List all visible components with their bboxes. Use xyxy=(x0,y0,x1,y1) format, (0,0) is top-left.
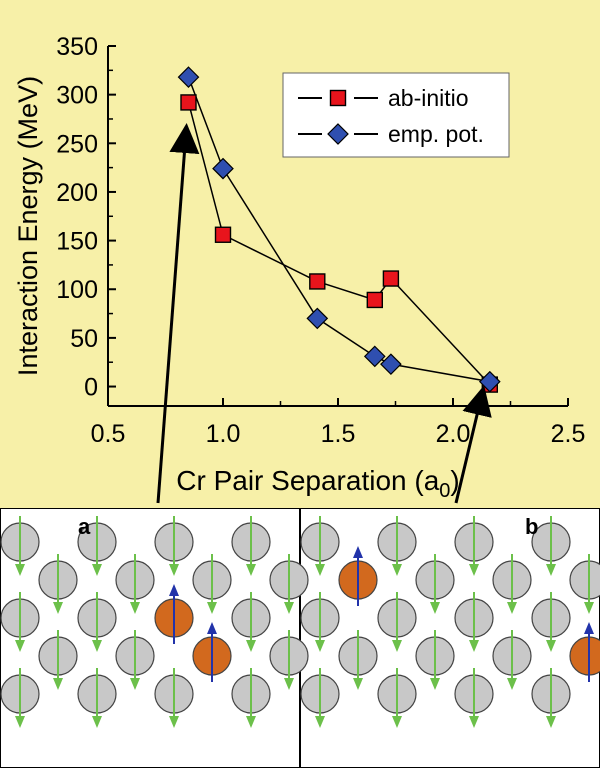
spin-down-arrowhead xyxy=(507,602,517,614)
spin-down-arrowhead xyxy=(315,640,325,652)
spin-down-arrowhead xyxy=(353,678,363,690)
spin-down-arrowhead xyxy=(430,602,440,614)
spin-down-arrowhead xyxy=(584,602,594,614)
data-point-diamond xyxy=(212,157,234,180)
spin-down-arrowhead xyxy=(53,678,63,690)
y-axis-label: Interaction Energy (MeV) xyxy=(13,76,43,376)
arrow-to-panel-b xyxy=(454,385,492,504)
x-axis-label: Cr Pair Separation (a0) xyxy=(176,465,459,502)
y-tick-label: 200 xyxy=(56,179,98,207)
spin-down-arrowhead xyxy=(546,564,556,576)
data-point-diamond xyxy=(380,353,402,376)
spin-down-arrowhead xyxy=(546,716,556,728)
arrow-to-panel-a xyxy=(156,123,200,504)
spin-down-arrowhead xyxy=(92,640,102,652)
legend-label: emp. pot. xyxy=(388,121,484,147)
y-tick-label: 0 xyxy=(84,374,98,402)
x-tick-label: 0.5 xyxy=(91,420,126,448)
spin-down-arrowhead xyxy=(130,602,140,614)
spin-down-arrowhead xyxy=(246,640,256,652)
legend-marker xyxy=(327,123,349,145)
spin-down-arrowhead xyxy=(469,564,479,576)
spin-down-arrowhead xyxy=(469,640,479,652)
spin-down-arrowhead xyxy=(15,564,25,576)
spin-down-arrowhead xyxy=(130,678,140,690)
spin-up-arrowhead xyxy=(207,622,217,634)
data-point-square xyxy=(366,291,383,309)
x-tick-label: 1.5 xyxy=(321,420,356,448)
spin-down-arrowhead xyxy=(284,678,294,690)
spin-down-arrowhead xyxy=(15,716,25,728)
data-point-square xyxy=(214,226,232,243)
chart-panel: 0 50 100 150 200 250 300 350 0.5 1.0 1.5 2.0 2.5 ab-… xyxy=(0,0,600,508)
data-point-diamond xyxy=(177,66,200,88)
spin-down-arrowhead xyxy=(207,602,217,614)
data-point-square xyxy=(309,273,326,290)
y-tick-label: 100 xyxy=(56,276,98,304)
spin-down-arrowhead xyxy=(315,564,325,576)
data-point-diamond xyxy=(306,307,329,330)
spin-down-arrowhead xyxy=(392,716,402,728)
y-tick-label: 350 xyxy=(56,33,98,61)
data-point-square xyxy=(382,270,400,287)
legend-box xyxy=(282,72,510,158)
spin-down-arrowhead xyxy=(15,640,25,652)
legend-label: ab-initio xyxy=(388,85,469,111)
y-tick-label: 150 xyxy=(56,228,98,256)
series-line-1 xyxy=(187,102,491,386)
data-point-square xyxy=(180,94,197,111)
spin-down-arrowhead xyxy=(469,716,479,728)
spin-down-arrowhead xyxy=(392,640,402,652)
y-tick-label: 300 xyxy=(56,82,98,110)
x-tick-label: 1.0 xyxy=(206,420,241,448)
panel-b-label: b xyxy=(525,514,538,539)
spin-up-arrowhead xyxy=(353,546,363,558)
x-tick-label: 2.0 xyxy=(436,420,471,448)
interaction-energy-chart: 0 50 100 150 200 250 300 350 0.5 1.0 1.5 2.0 2.5 ab-… xyxy=(13,33,586,504)
spin-down-arrowhead xyxy=(430,678,440,690)
spin-down-arrowhead xyxy=(92,564,102,576)
spin-down-arrowhead xyxy=(92,716,102,728)
data-point-diamond xyxy=(363,345,386,368)
spin-down-arrowhead xyxy=(246,564,256,576)
spin-down-arrowhead xyxy=(53,602,63,614)
y-tick-label: 50 xyxy=(70,325,98,353)
spin-down-arrowhead xyxy=(246,716,256,728)
spin-down-arrowhead xyxy=(546,640,556,652)
spin-down-arrowhead xyxy=(284,602,294,614)
spin-down-arrowhead xyxy=(315,716,325,728)
spin-down-arrowhead xyxy=(392,564,402,576)
spin-up-arrowhead xyxy=(169,584,179,596)
spin-down-arrowhead xyxy=(169,716,179,728)
series-line-2 xyxy=(187,76,490,383)
spin-down-arrowhead xyxy=(507,678,517,690)
panel-a-label: a xyxy=(78,514,91,539)
spin-up-arrowhead xyxy=(584,622,594,634)
spin-down-arrowhead xyxy=(169,564,179,576)
y-tick-label: 250 xyxy=(56,130,98,158)
legend-marker xyxy=(329,89,347,107)
x-tick-label: 2.5 xyxy=(551,420,586,448)
